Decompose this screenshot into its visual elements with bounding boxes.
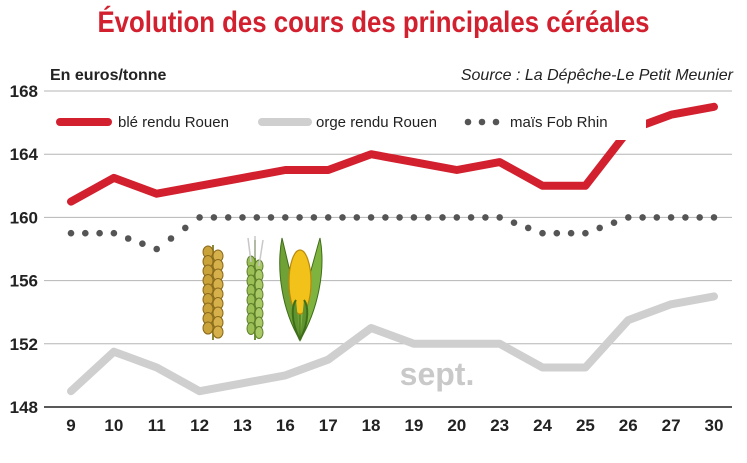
- corn-cob-icon: [279, 237, 323, 342]
- mais-dot: [67, 229, 75, 237]
- mais-dot: [710, 214, 718, 221]
- y-tick-label: 148: [10, 398, 38, 417]
- x-tick-label: 16: [276, 416, 295, 435]
- x-tick-labels: 9 10 11 12 13 16 17 18 19 20 23 24 25 26 27 30: [66, 416, 723, 435]
- x-tick-label: 10: [104, 416, 123, 435]
- source-label: Source : La Dépêche-Le Petit Meunier: [461, 67, 734, 84]
- mais-dot: [439, 214, 446, 221]
- legend-label-mais: maïs Fob Rhin: [510, 114, 608, 131]
- y-tick-label: 156: [10, 272, 38, 291]
- legend-swatch-mais: [464, 118, 500, 126]
- mais-dot: [139, 240, 146, 247]
- mais-dot: [267, 214, 275, 221]
- x-tick-label: 26: [619, 416, 638, 435]
- x-tick-label: 27: [662, 416, 681, 435]
- mais-dot: [653, 214, 661, 221]
- mais-dot: [567, 229, 575, 237]
- x-tick-label: 12: [190, 416, 209, 435]
- mais-dot: [539, 229, 546, 237]
- mais-dot: [382, 214, 389, 221]
- series-line-mais: [67, 214, 718, 253]
- mais-dot: [353, 214, 361, 221]
- mais-dot: [282, 214, 289, 221]
- wheat-ear-icon: [202, 245, 224, 340]
- mais-dot: [524, 224, 532, 232]
- mais-dot: [367, 214, 375, 221]
- mais-dot: [167, 235, 175, 242]
- mais-dot: [196, 214, 203, 221]
- mais-dot: [553, 229, 561, 237]
- mais-dot: [253, 214, 261, 221]
- unit-label: En euros/tonne: [50, 67, 167, 84]
- x-tick-label: 11: [148, 416, 166, 435]
- mais-dot: [410, 214, 418, 221]
- y-tick-label: 160: [10, 208, 38, 227]
- series-line-orge: [67, 292, 718, 396]
- annotation-sept: sept.: [400, 356, 475, 392]
- mais-dot: [667, 214, 675, 221]
- mais-dot: [224, 214, 232, 221]
- mais-dot: [96, 229, 103, 237]
- x-tick-label: 19: [404, 416, 423, 435]
- mais-dot: [182, 224, 189, 232]
- mais-dot: [639, 214, 646, 221]
- mais-dot: [610, 219, 618, 226]
- series-line-ble: [67, 102, 718, 206]
- x-tick-label: 18: [362, 416, 381, 435]
- y-tick-label: 152: [10, 335, 38, 354]
- mais-dot: [324, 214, 332, 221]
- mais-dot: [239, 214, 246, 221]
- mais-dot: [339, 214, 346, 221]
- y-tick-label: 164: [10, 145, 39, 164]
- x-tick-label: 17: [319, 416, 338, 435]
- y-tick-label: 168: [10, 82, 38, 101]
- mais-dot: [82, 229, 89, 237]
- mais-dot: [310, 214, 318, 221]
- mais-dot: [596, 224, 603, 232]
- mais-dot: [696, 214, 703, 221]
- mais-dot: [210, 214, 218, 221]
- legend-label-ble: blé rendu Rouen: [118, 114, 229, 131]
- x-tick-label: 13: [233, 416, 252, 435]
- legend-label-orge: orge rendu Rouen: [316, 114, 437, 131]
- x-tick-label: 23: [490, 416, 509, 435]
- x-tick-label: 20: [447, 416, 466, 435]
- x-tick-label: 25: [576, 416, 595, 435]
- x-tick-label: 9: [66, 416, 75, 435]
- cereal-illustration: [202, 236, 323, 342]
- mais-dot: [110, 229, 118, 237]
- mais-dot: [453, 214, 461, 221]
- mais-dot: [296, 214, 303, 221]
- legend: blé rendu Rouen orge rendu Rouen maïs Fo…: [46, 96, 646, 140]
- mais-dot: [153, 245, 160, 253]
- mais-dot: [496, 214, 504, 221]
- x-tick-label: 30: [705, 416, 724, 435]
- mais-dot: [582, 229, 589, 237]
- chart-title: Évolution des cours des principales céré…: [97, 6, 650, 39]
- mais-dot: [682, 214, 689, 221]
- mais-dot: [124, 235, 132, 242]
- mais-dot: [424, 214, 432, 221]
- mais-dot: [396, 214, 403, 221]
- series-layer: [67, 102, 718, 396]
- x-tick-label: 24: [533, 416, 552, 435]
- mais-dot: [482, 214, 489, 221]
- mais-dot: [467, 214, 475, 221]
- y-tick-labels: 148 152 156 160 164 168: [10, 82, 39, 417]
- mais-dot: [625, 214, 632, 221]
- barley-ear-icon: [246, 236, 264, 340]
- mais-dot: [510, 219, 518, 226]
